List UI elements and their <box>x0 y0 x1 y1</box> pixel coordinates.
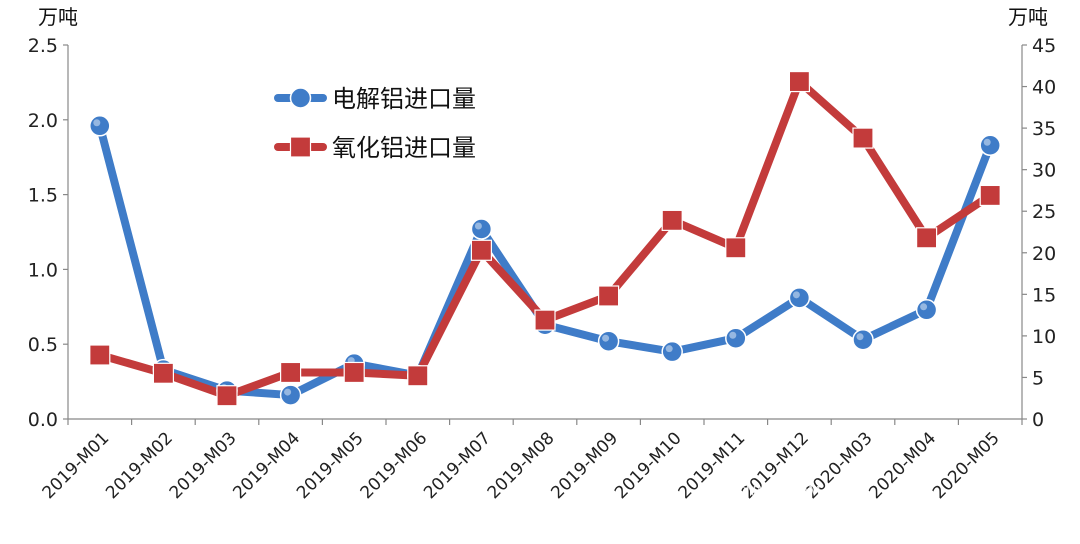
point-alumina <box>280 361 302 384</box>
point-alumina <box>788 70 811 93</box>
y-left-tick-label: 0.5 <box>28 334 58 356</box>
point-alumina <box>915 227 938 249</box>
point-highlight <box>665 345 673 353</box>
x-tick-label: 2019-M03 <box>166 428 241 503</box>
point-highlight <box>920 303 928 311</box>
point-electrolytic-aluminum <box>470 218 493 240</box>
x-tick-label: 2019-M05 <box>293 428 368 503</box>
y-left-unit: 万吨 <box>38 5 78 29</box>
point-alumina <box>152 362 174 384</box>
y-right-tick-label: 25 <box>1032 201 1056 223</box>
point-electrolytic-aluminum <box>979 134 1001 156</box>
y-right-unit: 万吨 <box>1008 5 1048 29</box>
legend-label-1: 氧化铝进口量 <box>332 134 476 162</box>
series-markers <box>89 70 1001 407</box>
point-electrolytic-aluminum <box>788 287 811 309</box>
point-highlight <box>602 334 610 342</box>
x-tick-label: 2020-M05 <box>929 428 1004 503</box>
point-alumina <box>725 237 747 259</box>
x-tick-label: 2019-M02 <box>102 428 177 503</box>
point-alumina <box>216 385 238 407</box>
x-tick-label: 2019-M07 <box>420 428 495 503</box>
point-alumina <box>852 127 874 149</box>
watermark: CNMN.COM.CN <box>735 483 847 501</box>
point-electrolytic-aluminum <box>661 340 683 363</box>
point-highlight <box>729 331 737 339</box>
y-left-tick-label: 1.0 <box>28 259 58 281</box>
point-alumina <box>979 184 1001 207</box>
y-right-tick-label: 40 <box>1032 77 1056 99</box>
y-right-tick-label: 20 <box>1032 243 1056 265</box>
y-right-tick-label: 35 <box>1032 118 1056 140</box>
point-highlight <box>792 291 800 299</box>
legend-marker-circle <box>289 87 312 109</box>
point-electrolytic-aluminum <box>852 328 874 351</box>
point-electrolytic-aluminum <box>89 115 111 137</box>
y-left-tick-label: 0.0 <box>28 409 58 431</box>
x-tick-label: 2020-M04 <box>865 428 940 503</box>
y-left-tick-label: 2.0 <box>28 110 58 132</box>
point-highlight <box>474 222 482 230</box>
point-alumina <box>89 344 111 366</box>
point-electrolytic-aluminum <box>915 299 938 321</box>
y-left-tick-label: 1.5 <box>28 185 58 207</box>
x-tick-label: 2019-M08 <box>484 428 559 503</box>
y-right-tick-label: 45 <box>1032 35 1056 57</box>
point-alumina <box>470 239 492 261</box>
point-highlight <box>284 388 292 396</box>
y-right-tick-label: 0 <box>1032 409 1044 431</box>
point-alumina <box>597 285 620 307</box>
y-right-tick-label: 30 <box>1032 160 1056 182</box>
legend-marker-square <box>289 136 312 158</box>
point-highlight <box>93 119 101 127</box>
x-tick-label: 2019-M10 <box>611 428 686 503</box>
y-left-tick-label: 2.5 <box>28 35 58 57</box>
point-alumina <box>343 361 365 384</box>
x-tick-label: 2019-M04 <box>229 428 304 503</box>
point-alumina <box>534 309 556 331</box>
point-alumina <box>661 209 683 231</box>
point-highlight <box>856 333 864 341</box>
y-right-tick-label: 5 <box>1032 367 1044 389</box>
point-alumina <box>407 365 429 387</box>
y-right-tick-label: 10 <box>1032 326 1056 348</box>
point-electrolytic-aluminum <box>279 384 302 406</box>
x-tick-label: 2019-M01 <box>39 428 114 503</box>
point-electrolytic-aluminum <box>725 327 747 349</box>
axes: 0.0 0.5 1.0 1.5 2.0 2.5 0 5 10 15 20 25 30 35 40 45 万吨 万吨… <box>28 5 1056 503</box>
y-right-tick-label: 15 <box>1032 284 1056 306</box>
x-tick-label: 2019-M06 <box>357 428 432 503</box>
point-electrolytic-aluminum <box>597 330 620 352</box>
point-highlight <box>983 138 991 146</box>
legend-label-0: 电解铝进口量 <box>332 85 476 113</box>
series-line-0 <box>95 121 995 400</box>
x-tick-label: 2019-M09 <box>547 428 622 503</box>
